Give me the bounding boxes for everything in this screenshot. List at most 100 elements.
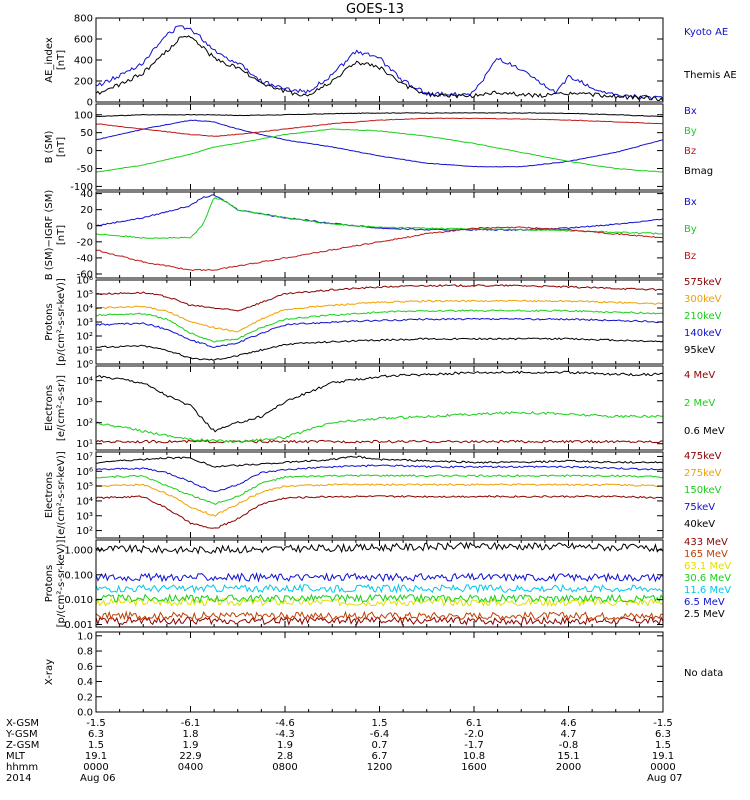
series-line-7-2 xyxy=(95,610,664,622)
y-tick-label: 20 xyxy=(80,205,93,216)
y-axis-unit: [nT] xyxy=(56,137,67,157)
legend-label: 2.5 MeV xyxy=(684,609,725,620)
y-axis-unit: [e/(cm²-s-sr-keV)] xyxy=(56,451,67,539)
series-line-1-2 xyxy=(95,35,664,102)
y-tick-label: 10⁵ xyxy=(76,290,93,301)
y-tick-label: -20 xyxy=(77,237,93,248)
time-row-value: 0000 xyxy=(83,762,108,773)
time-row-value: 1.8 xyxy=(183,729,199,740)
series-line-6-4 xyxy=(95,464,664,493)
y-tick-label: 200 xyxy=(74,77,93,88)
y-tick-label: 50 xyxy=(80,128,93,139)
y-tick-label: 0.8 xyxy=(77,647,93,658)
time-row-value: -1.5 xyxy=(86,718,106,729)
y-tick-label: 10⁶ xyxy=(76,276,93,287)
y-tick-label: 10⁵ xyxy=(76,482,93,493)
y-axis-label: Protons xyxy=(44,303,55,340)
series-line-5-2 xyxy=(95,410,664,443)
y-tick-label: 0 xyxy=(87,221,93,232)
legend-label: Themis AE xyxy=(683,70,737,81)
y-tick-label: 0.100 xyxy=(64,570,93,581)
date-start-label: Aug 06 xyxy=(80,773,115,784)
panel-frame xyxy=(95,631,664,713)
y-tick-label: 10⁴ xyxy=(76,376,93,387)
y-tick-label: 1.000 xyxy=(64,545,93,556)
series-line-6-2 xyxy=(95,483,664,517)
y-tick-label: 0.6 xyxy=(77,662,93,673)
y-tick-label: 10² xyxy=(76,418,93,429)
time-row-value: -6.4 xyxy=(370,729,390,740)
y-tick-label: -60 xyxy=(77,269,93,280)
time-row-value: 0000 xyxy=(650,762,675,773)
y-tick-label: 10⁴ xyxy=(76,304,93,315)
legend-label: 575keV xyxy=(684,277,722,288)
panel-2: Bx By Bz Bmag -100 -50 0 50 100 B (SM) [nT] xyxy=(44,103,713,193)
time-row-value: 4.6 xyxy=(561,718,577,729)
y-tick-label: 0.010 xyxy=(64,595,93,606)
time-row-value: 2.8 xyxy=(277,751,293,762)
legend-label: 150keV xyxy=(684,485,722,496)
y-axis-label: Electrons xyxy=(44,472,55,518)
y-tick-label: 10³ xyxy=(76,397,93,408)
panel-frame xyxy=(95,191,664,279)
panel-frame xyxy=(95,539,664,628)
y-tick-label: -100 xyxy=(70,182,93,193)
legend-label: Bz xyxy=(684,146,696,157)
y-tick-label: 400 xyxy=(74,56,93,67)
y-tick-label: -50 xyxy=(77,164,93,175)
series-line-2-2 xyxy=(95,128,664,173)
y-tick-label: 10³ xyxy=(76,511,93,522)
time-row-label: MLT xyxy=(6,751,26,762)
legend-label: 475keV xyxy=(684,451,722,462)
y-tick-label: 10¹ xyxy=(76,346,93,357)
panel-frame xyxy=(95,17,664,103)
y-tick-label: 10⁷ xyxy=(76,452,93,463)
series-line-5-3 xyxy=(95,370,664,433)
time-row-value: -2.0 xyxy=(464,729,484,740)
time-row-value: -4.6 xyxy=(275,718,295,729)
y-tick-label: 0.001 xyxy=(64,620,93,631)
y-tick-label: 10¹ xyxy=(76,439,93,450)
time-row-value: 0.7 xyxy=(372,740,388,751)
time-row-value: 22.9 xyxy=(179,751,201,762)
time-row-value: 1.5 xyxy=(372,718,388,729)
time-row-value: 0400 xyxy=(178,762,203,773)
y-tick-label: 10⁴ xyxy=(76,496,93,507)
time-row-value: 15.1 xyxy=(557,751,579,762)
legend-label: 11.6 MeV xyxy=(684,585,731,596)
y-tick-label: 0 xyxy=(87,146,93,157)
legend-label: 300keV xyxy=(684,294,722,305)
panel-frame xyxy=(95,103,664,191)
time-row-value: 10.8 xyxy=(463,751,485,762)
series-line-2-1 xyxy=(95,119,664,168)
series-line-4-4 xyxy=(95,317,664,349)
legend-label: 6.5 MeV xyxy=(684,597,725,608)
legend-label: 75keV xyxy=(684,502,715,513)
time-row-value: -1.7 xyxy=(464,740,484,751)
series-line-7-4 xyxy=(95,593,664,604)
time-row-label: Z-GSM xyxy=(6,740,39,751)
plot-title: GOES-13 xyxy=(346,2,404,17)
legend-label: 0.6 MeV xyxy=(684,426,725,437)
time-row-value: 19.1 xyxy=(652,751,674,762)
legend-label: 63.1 MeV xyxy=(684,561,731,572)
y-axis-label: AE_index xyxy=(44,37,55,83)
series-line-7-6 xyxy=(95,571,664,583)
y-axis-unit: [p/(cm²-s-sr-keV)] xyxy=(56,278,67,366)
time-row-value: 1600 xyxy=(461,762,486,773)
time-row-value: 1200 xyxy=(367,762,392,773)
time-row-value: 1.5 xyxy=(655,740,671,751)
date-end-label: Aug 07 xyxy=(647,773,682,784)
series-line-6-1 xyxy=(95,494,664,529)
legend-label: 165 MeV xyxy=(684,549,728,560)
panel-5: 4 MeV 2 MeV 0.6 MeV 10¹ 10² 10³ 10⁴ Electrons [e… xyxy=(44,365,725,451)
legend-label: 30.6 MeV xyxy=(684,573,731,584)
y-axis-label: X-ray xyxy=(44,659,55,685)
series-line-7-7 xyxy=(95,541,664,555)
time-row-value: 0800 xyxy=(272,762,297,773)
series-line-4-5 xyxy=(95,337,664,361)
y-axis-unit: [nT] xyxy=(56,225,67,245)
legend-label: 275keV xyxy=(684,468,722,479)
